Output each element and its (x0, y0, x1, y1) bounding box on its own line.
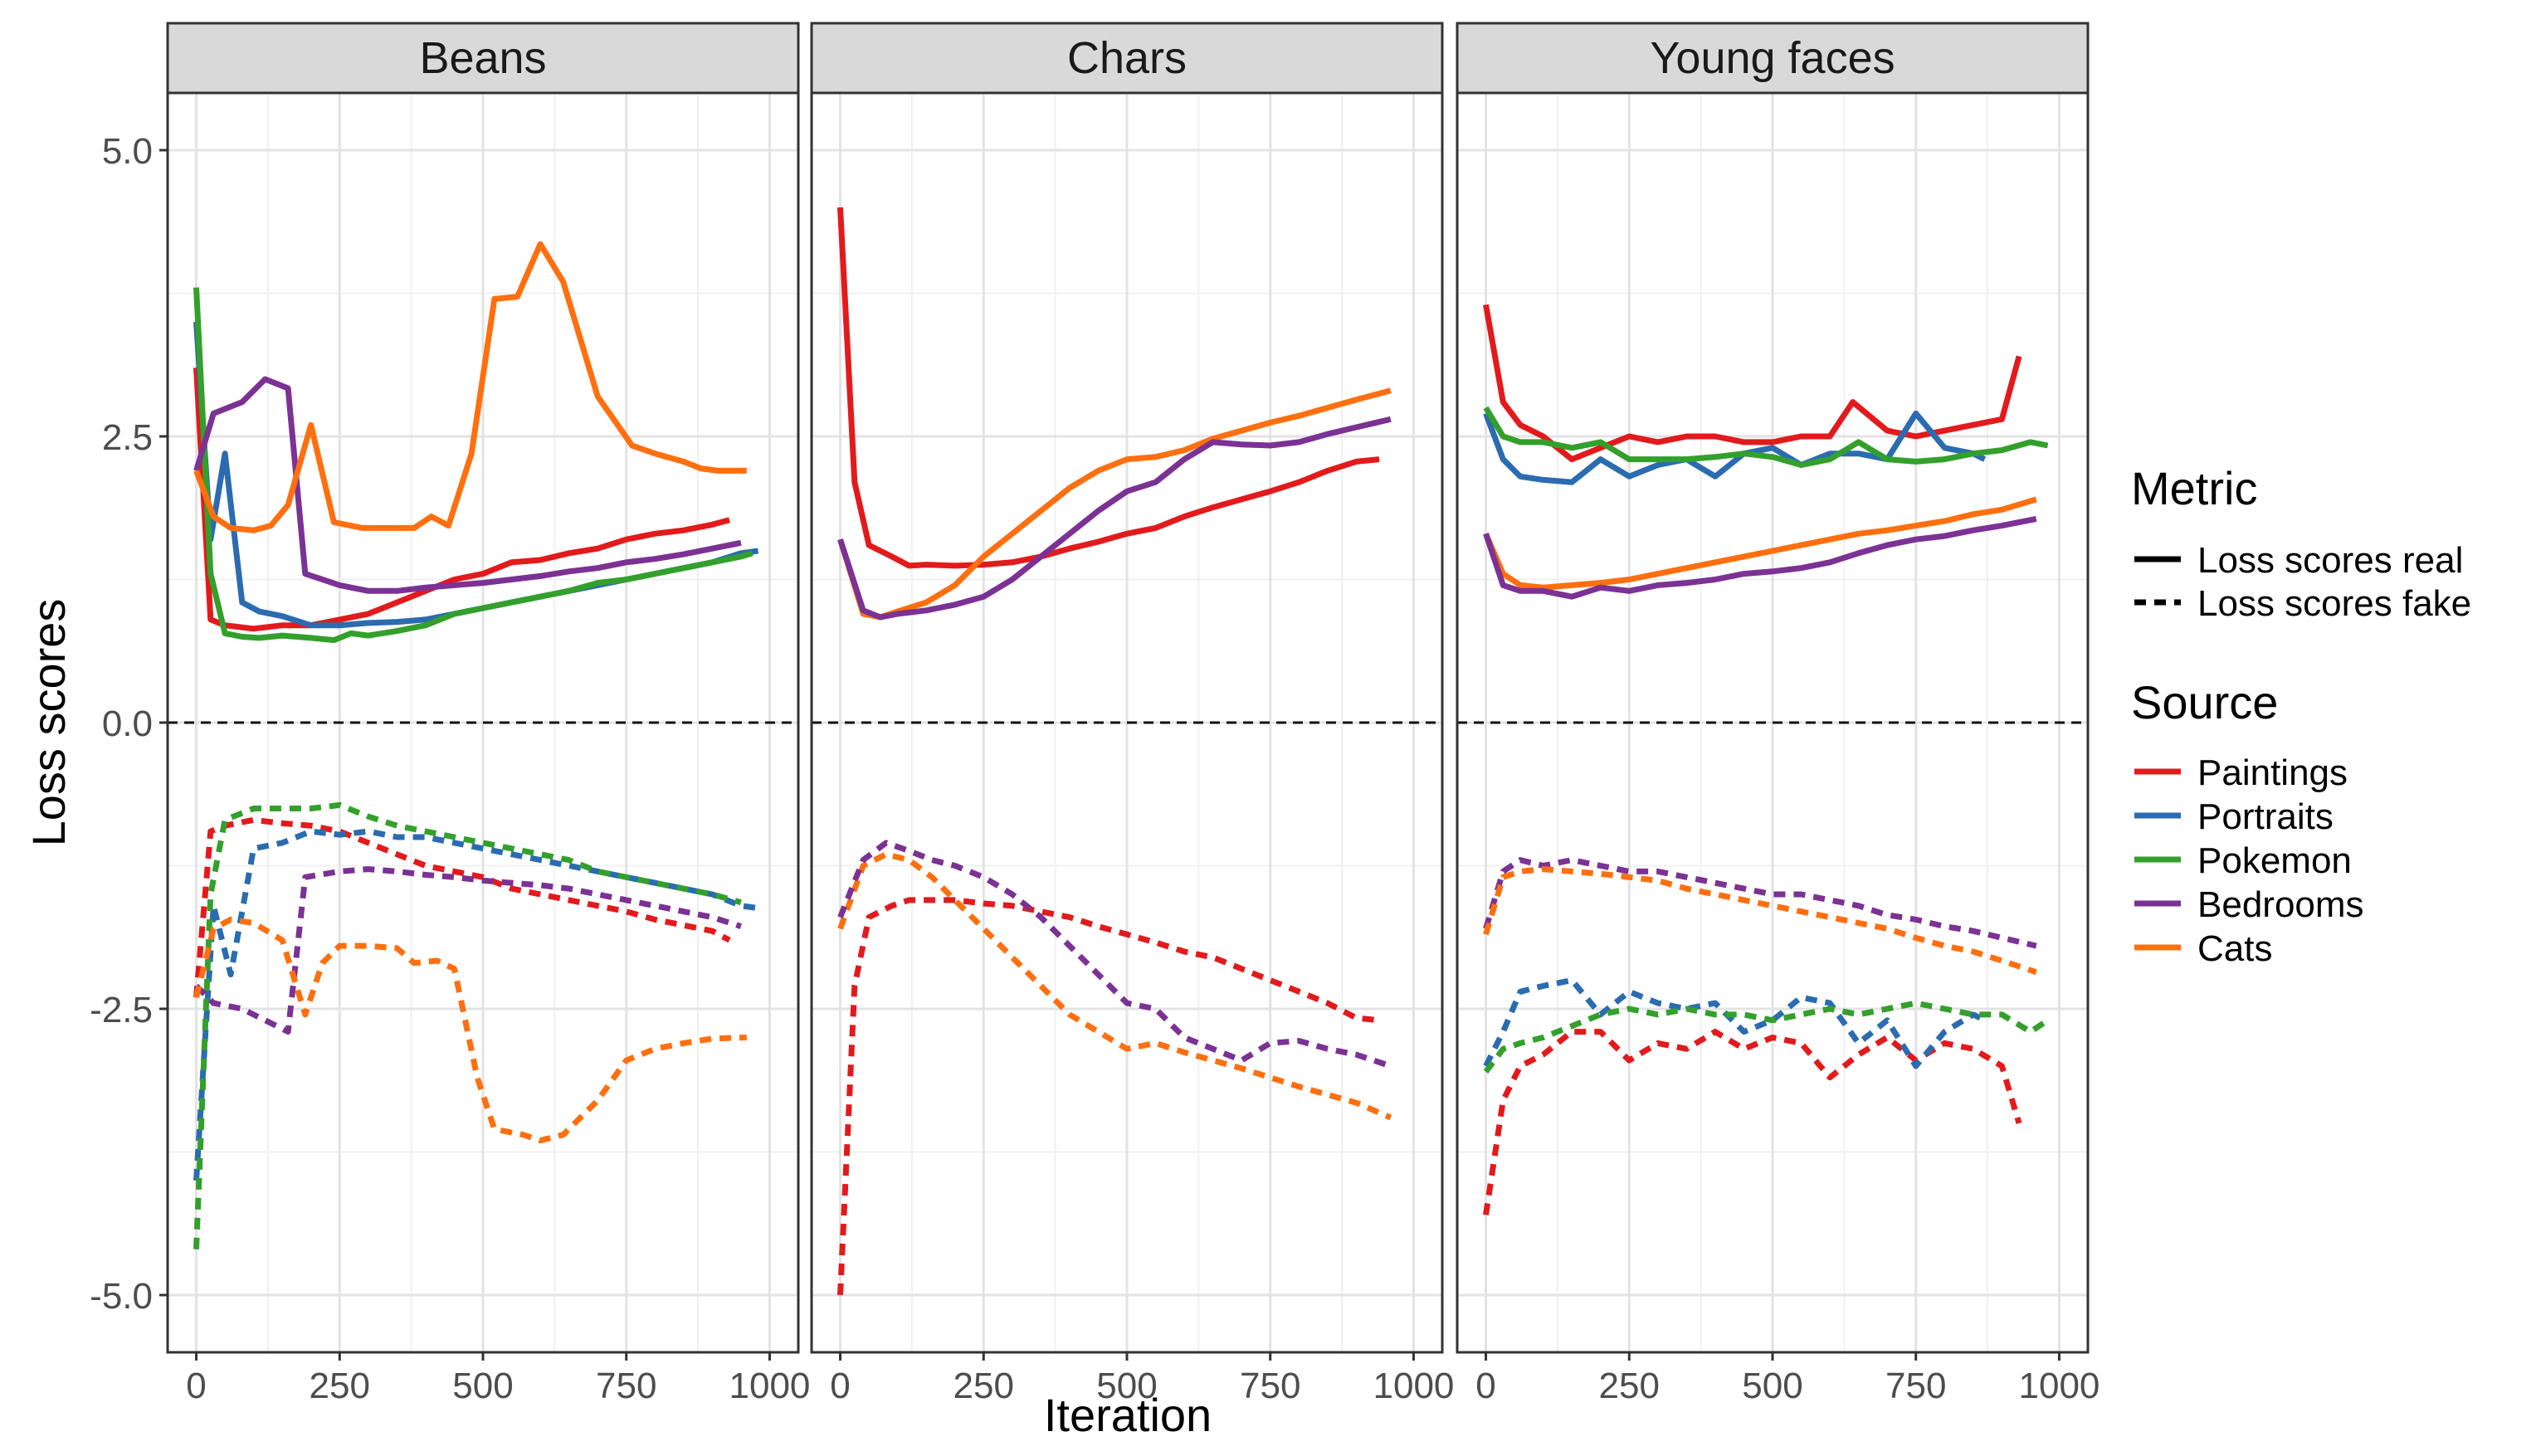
series-line-cats-real (193, 241, 747, 533)
x-tick-label: 500 (452, 1366, 513, 1406)
series-line-cats-fake (1483, 866, 2037, 976)
series-line-paintings-real (837, 207, 1380, 569)
series-line-bedrooms-fake (1483, 857, 2037, 949)
series-line-portraits-fake (193, 828, 759, 1181)
x-tick-label: 750 (1885, 1366, 1946, 1406)
y-tick-label: -5.0 (90, 1276, 153, 1317)
series-line-cats-real (1483, 496, 2037, 591)
series-line-cats-real (837, 387, 1392, 621)
x-tick-label: 1000 (729, 1366, 811, 1406)
series-line-bedrooms-real (837, 416, 1392, 621)
legend-source-label: Bedrooms (2197, 884, 2364, 925)
series-line-paintings-fake (837, 897, 1380, 1296)
x-tick-label: 750 (596, 1366, 656, 1406)
legend-source-label: Portraits (2197, 796, 2334, 837)
series-line-bedrooms-fake (837, 840, 1392, 1069)
y-tick-label: -2.5 (90, 990, 153, 1030)
x-tick-label: 1000 (2019, 1366, 2100, 1406)
legend-metric-label: Loss scores fake (2197, 583, 2471, 624)
series-line-paintings-fake (193, 816, 731, 998)
x-tick-label: 1000 (1373, 1366, 1455, 1406)
series-line-paintings-real (193, 368, 731, 632)
facet-title-young-faces: Young faces (1650, 33, 1895, 83)
legend-metric-label: Loss scores real (2197, 540, 2463, 581)
series-line-cats-fake (193, 916, 747, 1144)
series-line-pokemon-fake (1483, 1000, 2050, 1074)
series-line-cats-fake (837, 851, 1392, 1121)
y-tick-label: 0.0 (102, 704, 153, 744)
series-line-pokemon-fake (193, 801, 742, 1249)
x-tick-label: 0 (830, 1366, 850, 1406)
y-axis-title: Loss scores (22, 599, 75, 847)
x-tick-label: 250 (953, 1366, 1014, 1406)
series-line-bedrooms-real (193, 376, 742, 594)
legend-source-title: Source (2131, 676, 2278, 728)
series-line-bedrooms-fake (194, 866, 742, 1035)
facet-strip (166, 22, 800, 95)
legend-source-label: Pokemon (2197, 840, 2352, 881)
x-tick-label: 250 (310, 1366, 370, 1406)
facet-title-beans: Beans (419, 33, 546, 83)
x-tick-label: 500 (1096, 1366, 1157, 1406)
series-line-bedrooms-real (1483, 515, 2037, 600)
legend-source-label: Paintings (2197, 752, 2348, 793)
x-tick-label: 0 (186, 1366, 206, 1406)
x-tick-label: 0 (1475, 1366, 1495, 1406)
facet-strip (1456, 22, 2090, 95)
x-tick-label: 250 (1599, 1366, 1660, 1406)
legend-source-label: Cats (2197, 928, 2272, 969)
facet-strip (810, 22, 1444, 95)
series-line-portraits-real (1483, 410, 1987, 485)
x-axis-title: Iteration (1044, 1389, 1212, 1441)
facet-title-chars: Chars (1067, 33, 1187, 83)
y-tick-label: 2.5 (102, 417, 153, 458)
x-tick-label: 750 (1240, 1366, 1300, 1406)
legend-metric-title: Metric (2131, 462, 2257, 514)
series-line-pokemon-real (1483, 406, 2049, 468)
x-tick-label: 500 (1742, 1366, 1802, 1406)
series-line-pokemon-real (193, 287, 753, 644)
y-tick-label: 5.0 (102, 131, 153, 172)
